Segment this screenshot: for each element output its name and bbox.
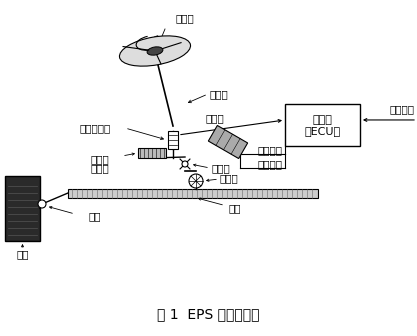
Text: 控制器: 控制器 bbox=[313, 115, 332, 125]
Text: 轮胎: 轮胎 bbox=[16, 249, 29, 259]
Text: 开关电流: 开关电流 bbox=[258, 159, 283, 169]
Text: 输入轴: 输入轴 bbox=[210, 89, 229, 99]
Bar bbox=[68, 188, 318, 198]
Ellipse shape bbox=[119, 36, 191, 66]
Text: 离合器: 离合器 bbox=[212, 163, 231, 173]
Ellipse shape bbox=[147, 47, 163, 55]
Bar bbox=[138, 148, 166, 158]
Circle shape bbox=[38, 200, 46, 208]
Text: 输出轴: 输出轴 bbox=[90, 163, 109, 173]
Text: 图 1  EPS 系统原理图: 图 1 EPS 系统原理图 bbox=[157, 307, 259, 321]
Text: 控制电流: 控制电流 bbox=[258, 145, 283, 155]
Bar bbox=[168, 131, 178, 149]
Text: 拉杆: 拉杆 bbox=[89, 211, 101, 221]
Bar bbox=[285, 104, 360, 146]
Text: 小齿轮: 小齿轮 bbox=[220, 173, 239, 183]
Polygon shape bbox=[208, 125, 248, 159]
Circle shape bbox=[182, 161, 188, 167]
Text: 车速信号: 车速信号 bbox=[390, 104, 415, 114]
Circle shape bbox=[189, 174, 203, 188]
Bar bbox=[5, 176, 40, 241]
Text: 减速器: 减速器 bbox=[90, 154, 109, 164]
Text: 方向盘: 方向盘 bbox=[176, 13, 194, 23]
Text: 转矩传感器: 转矩传感器 bbox=[79, 123, 111, 133]
Text: 齿条: 齿条 bbox=[229, 204, 241, 213]
Text: （ECU）: （ECU） bbox=[304, 126, 341, 136]
Text: 电动机: 电动机 bbox=[206, 113, 224, 123]
